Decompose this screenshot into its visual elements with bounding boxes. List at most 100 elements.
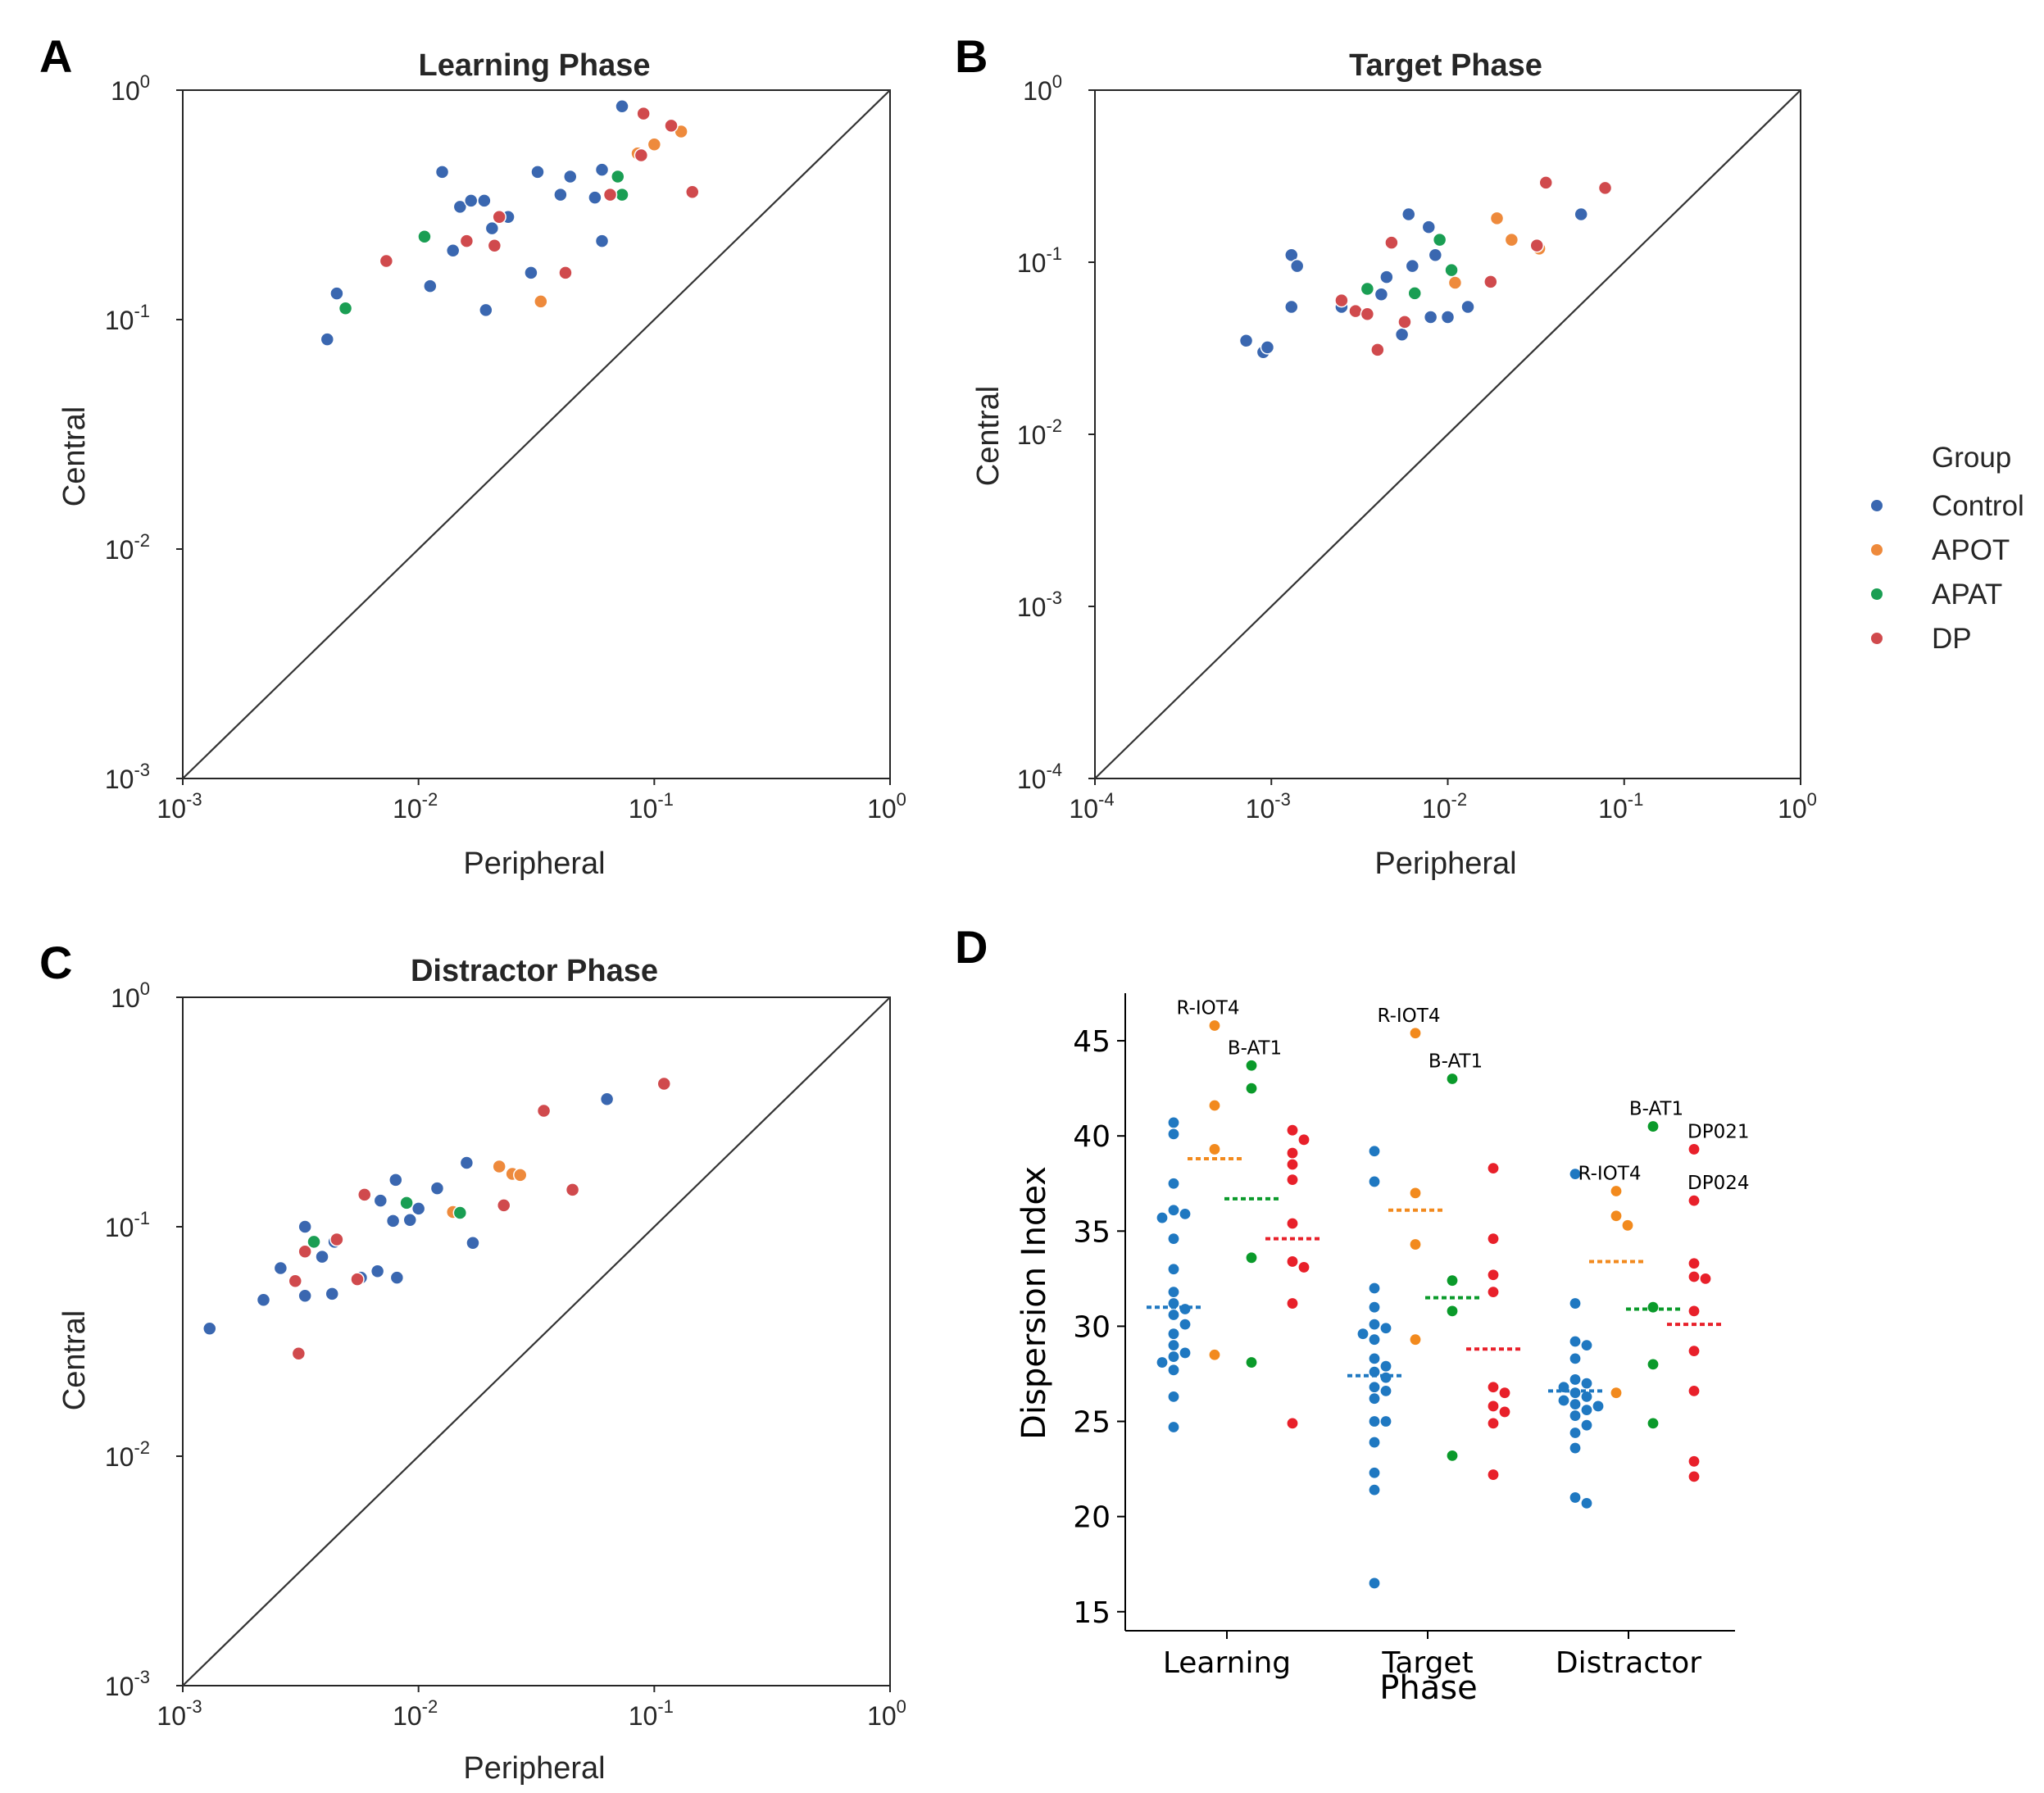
point-dp <box>1334 293 1349 308</box>
y-tick-exponent: -3 <box>1046 588 1062 608</box>
point-dp <box>1397 315 1412 329</box>
annotation-r-iot4: R-IOT4 <box>1378 1005 1441 1027</box>
point-control <box>370 1264 385 1279</box>
point-control <box>477 193 492 208</box>
point-control <box>1569 1398 1582 1411</box>
point-control <box>1569 1373 1582 1387</box>
point-dp <box>634 148 649 163</box>
point-control <box>1401 207 1416 222</box>
point-dp <box>298 1244 312 1259</box>
point-apot <box>492 1159 506 1174</box>
point-control <box>1167 1177 1180 1190</box>
point-apat <box>1647 1300 1660 1314</box>
point-dp <box>1286 1255 1299 1269</box>
y-tick-label: 10-2 <box>105 530 150 565</box>
point-dp <box>602 187 618 202</box>
point-control <box>1368 1483 1381 1496</box>
point-apot <box>534 294 548 309</box>
legend-marker-apat <box>1871 588 1883 600</box>
x-tick-label: 10-1 <box>629 789 674 824</box>
point-control <box>1167 1263 1180 1276</box>
y-tick-label: 10-2 <box>1017 415 1062 450</box>
point-dp <box>1360 306 1375 321</box>
point-control <box>1368 1436 1381 1449</box>
legend-marker-control <box>1871 500 1883 511</box>
legend-marker-dp <box>1871 633 1883 644</box>
point-dp <box>1487 1381 1500 1394</box>
panel-letter-a: A <box>39 30 72 82</box>
point-control <box>1368 1392 1381 1405</box>
x-tick-exponent: -3 <box>186 789 202 810</box>
y-tick-label: 100 <box>1023 71 1062 106</box>
annotation-dp024: DP024 <box>1687 1173 1749 1194</box>
point-control <box>1405 258 1420 274</box>
point-control <box>1569 1296 1582 1310</box>
x-tick-label-target: Target <box>1381 1646 1473 1680</box>
point-apat <box>1446 1449 1459 1462</box>
point-dp <box>1487 1400 1500 1413</box>
point-dp <box>1286 1158 1299 1171</box>
identity-line <box>182 996 891 1686</box>
point-control <box>1580 1496 1593 1510</box>
point-control <box>1167 1339 1180 1352</box>
point-dp <box>656 1076 671 1092</box>
point-apat <box>338 301 353 315</box>
point-apot <box>1208 1348 1221 1361</box>
point-control <box>466 1236 480 1251</box>
point-apat <box>1245 1355 1258 1369</box>
point-control <box>1167 1350 1180 1364</box>
y-tick-label: 10-3 <box>105 1667 150 1701</box>
point-control <box>1569 1335 1582 1348</box>
annotation-r-iot4: R-IOT4 <box>1177 997 1240 1019</box>
point-dp <box>1297 1260 1310 1274</box>
y-tick-label: 45 <box>1073 1025 1111 1059</box>
chart-title-target: Target Phase <box>1349 48 1542 83</box>
legend-label-apot: APOT <box>1932 534 2010 566</box>
annotation-b-at1: B-AT1 <box>1629 1099 1683 1120</box>
x-tick-label-distractor: Distractor <box>1556 1646 1701 1680</box>
point-control <box>1179 1207 1192 1220</box>
point-apot <box>1409 1237 1422 1251</box>
legend: Group Control APOT APAT DP <box>1871 442 2024 655</box>
point-dp <box>1297 1133 1310 1146</box>
x-axis-label-learning: Peripheral <box>463 847 605 881</box>
point-control <box>325 1287 339 1301</box>
point-dp <box>565 1182 580 1197</box>
x-axis-label-phase: Phase <box>1379 1669 1477 1707</box>
point-control <box>298 1288 312 1304</box>
x-tick-label: 10-3 <box>157 1696 202 1731</box>
point-control <box>1167 1328 1180 1341</box>
point-apot <box>1208 1099 1221 1112</box>
y-tick-exponent: -2 <box>134 530 150 551</box>
point-control <box>553 187 568 202</box>
point-control <box>1428 247 1443 263</box>
identity-line <box>1094 89 1801 779</box>
x-tick-exponent: -1 <box>657 789 674 810</box>
point-control <box>1580 1339 1593 1352</box>
panel-letter-d: D <box>955 921 988 973</box>
point-control <box>273 1260 288 1276</box>
point-dp <box>1538 175 1553 190</box>
axes-frame <box>1094 89 1801 779</box>
point-apat <box>1432 232 1447 247</box>
point-control <box>452 199 468 215</box>
y-tick-label: 10-3 <box>105 760 150 794</box>
point-apat <box>1446 1305 1459 1318</box>
x-tick-label: 10-2 <box>393 789 438 824</box>
y-axis-label-distractor: Central <box>57 1310 92 1411</box>
point-control <box>1368 1318 1381 1331</box>
point-control <box>1368 1333 1381 1346</box>
point-dp <box>1687 1270 1701 1283</box>
point-control <box>1260 340 1275 355</box>
point-control <box>1368 1414 1381 1428</box>
point-control <box>1368 1365 1381 1378</box>
point-control <box>1460 299 1475 315</box>
point-apat <box>1360 281 1375 297</box>
point-control <box>411 1201 426 1216</box>
point-control <box>256 1292 271 1308</box>
point-dp <box>1286 1123 1299 1137</box>
point-dp <box>685 184 700 199</box>
x-axis-label-distractor: Peripheral <box>463 1751 605 1786</box>
point-apat <box>611 169 625 184</box>
